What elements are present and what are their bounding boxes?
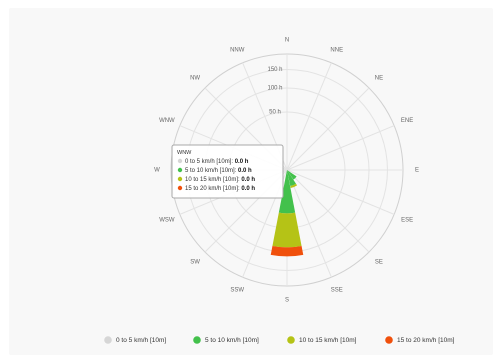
direction-label-ese: ESE [401,217,413,223]
radial-tick-label-100: 100 h [267,86,282,92]
legend-item-0-to-5-km-h-10m[interactable]: 0 to 5 km/h [10m] [104,336,166,344]
sector-s-10-to-15-km-h-10m[interactable] [272,212,302,248]
tooltip-row-3: 10 to 15 km/h [10m]: 0.0 h [185,177,255,183]
legend-label: 5 to 10 km/h [10m] [205,337,259,344]
spoke-ne [286,87,370,171]
direction-label-wsw: WSW [159,217,175,223]
radial-tick-labels: 50 h 100 h 150 h [267,67,282,115]
spoke-ene [286,125,395,171]
tooltip-row-label: 5 to 10 km/h [10m]: [185,168,238,174]
tooltip-row-label: 0 to 5 km/h [10m]: [185,159,235,165]
tooltip-marker-3 [177,176,183,182]
legend-marker [287,336,295,344]
direction-labels: N NNE NE ENE E ESE SE SSE S SSW SW WSW W WNW NW NNW [154,38,419,304]
legend-marker [385,336,393,344]
tooltip-marker-1 [177,158,183,164]
direction-label-nne: NNE [330,47,343,53]
sector-se-5-to-10-km-h-10m[interactable] [287,170,297,180]
tooltip-row-value: 0.0 h [235,159,249,165]
tooltip-marker-2 [177,167,183,173]
tooltip-row-value: 0.0 h [241,186,255,192]
legend-item-10-to-15-km-h-10m[interactable]: 10 to 15 km/h [10m] [287,336,357,344]
direction-label-s: S [285,298,289,304]
tooltip-row-4: 15 to 20 km/h [10m]: 0.0 h [185,186,255,192]
tooltip-row-2: 5 to 10 km/h [10m]: 0.0 h [185,168,252,174]
direction-label-ne: NE [375,76,383,82]
legend-marker [104,336,112,344]
tooltip-row-value: 0.0 h [238,168,252,174]
spoke-ese [286,169,395,215]
sector-s-15-to-20-km-h-10m[interactable] [270,246,304,257]
direction-label-nnw: NNW [230,47,245,53]
spoke-se [286,169,370,253]
legend-item-5-to-10-km-h-10m[interactable]: 5 to 10 km/h [10m] [193,336,259,344]
legend-label: 15 to 20 km/h [10m] [397,337,455,344]
direction-label-wnw: WNW [159,118,175,124]
tooltip-row-label: 15 to 20 km/h [10m]: [185,186,241,192]
direction-label-sse: SSE [331,288,343,294]
legend-label: 10 to 15 km/h [10m] [299,337,357,344]
spoke-nne [286,62,332,171]
tooltip-box [171,144,284,199]
legend-marker [193,336,201,344]
direction-label-n: N [285,38,289,44]
direction-label-nw: NW [190,76,200,82]
spoke-sse [286,169,332,278]
direction-label-ssw: SSW [230,288,244,294]
wind-sectors[interactable] [270,170,304,257]
sector-sse-10-to-15-km-h-10m[interactable] [290,183,298,188]
direction-label-se: SE [375,259,383,265]
radial-tick-label-50: 50 h [269,110,281,116]
tooltip-title: WNW [177,150,192,156]
tooltip-row-value: 0.0 h [241,177,255,183]
legend-item-15-to-20-km-h-10m[interactable]: 15 to 20 km/h [10m] [385,336,455,344]
sector-sse-5-to-10-km-h-10m[interactable] [287,170,297,187]
radial-tick-label-150: 150 h [267,67,282,73]
legend-label: 0 to 5 km/h [10m] [116,337,166,344]
direction-label-sw: SW [190,259,200,265]
direction-label-ene: ENE [401,118,413,124]
direction-label-w: W [154,168,160,174]
tooltip-row-1: 0 to 5 km/h [10m]: 0.0 h [185,159,249,165]
tooltip-row-label: 10 to 15 km/h [10m]: [185,177,241,183]
direction-label-e: E [415,168,419,174]
legend[interactable]: 0 to 5 km/h [10m] 5 to 10 km/h [10m] 10 to… [104,336,455,344]
sector-s-5-to-10-km-h-10m[interactable] [278,170,296,214]
tooltip-marker-4 [177,185,183,191]
